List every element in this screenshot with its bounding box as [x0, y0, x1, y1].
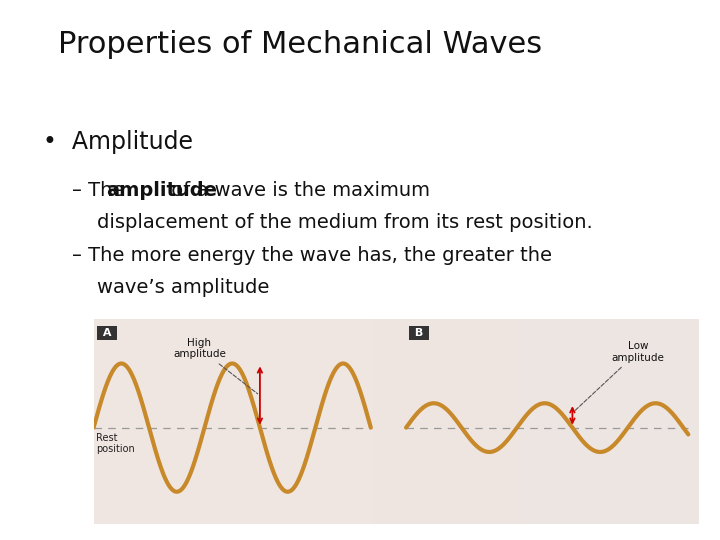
Text: Low
amplitude: Low amplitude [575, 341, 665, 411]
Text: wave’s amplitude: wave’s amplitude [97, 278, 269, 297]
Text: Properties of Mechanical Waves: Properties of Mechanical Waves [58, 30, 541, 59]
Text: amplitude: amplitude [106, 181, 217, 200]
Text: •  Amplitude: • Amplitude [43, 130, 193, 153]
Text: displacement of the medium from its rest position.: displacement of the medium from its rest… [97, 213, 593, 232]
Text: – The: – The [72, 181, 130, 200]
Text: High
amplitude: High amplitude [173, 338, 258, 394]
Text: Rest
position: Rest position [96, 433, 135, 454]
Text: A: A [99, 328, 115, 338]
Text: of a wave is the maximum: of a wave is the maximum [165, 181, 430, 200]
Text: B: B [411, 328, 427, 338]
Text: – The more energy the wave has, the greater the: – The more energy the wave has, the grea… [72, 246, 552, 265]
